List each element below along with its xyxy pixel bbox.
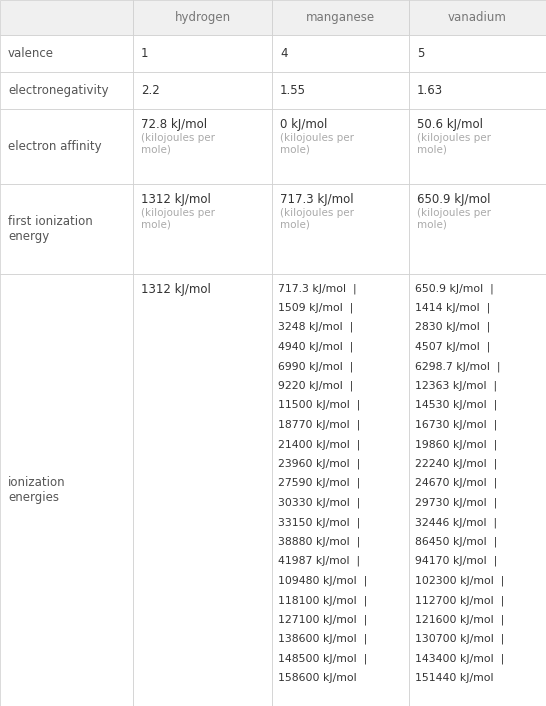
Text: (kilojoules per
mole): (kilojoules per mole) (141, 208, 215, 229)
Bar (409, 35, 546, 72)
Bar (409, 184, 546, 274)
Text: 121600 kJ/mol  |: 121600 kJ/mol | (415, 614, 505, 625)
Text: 717.3 kJ/mol: 717.3 kJ/mol (280, 193, 354, 206)
Bar (0, 184, 133, 274)
Text: 1: 1 (141, 47, 149, 60)
Text: 22240 kJ/mol  |: 22240 kJ/mol | (415, 458, 497, 469)
Text: 41987 kJ/mol  |: 41987 kJ/mol | (278, 556, 360, 566)
Text: 50.6 kJ/mol: 50.6 kJ/mol (417, 118, 483, 131)
Text: 138600 kJ/mol  |: 138600 kJ/mol | (278, 634, 367, 645)
Text: (kilojoules per
mole): (kilojoules per mole) (141, 133, 215, 155)
Text: 1.63: 1.63 (417, 84, 443, 97)
Bar (409, 274, 546, 706)
Bar (133, 184, 272, 274)
Text: electron affinity: electron affinity (8, 140, 102, 153)
Text: 2830 kJ/mol  |: 2830 kJ/mol | (415, 322, 490, 333)
Text: 24670 kJ/mol  |: 24670 kJ/mol | (415, 478, 497, 489)
Text: 1312 kJ/mol: 1312 kJ/mol (141, 283, 211, 296)
Text: 18770 kJ/mol  |: 18770 kJ/mol | (278, 419, 360, 430)
Bar (0, 0, 133, 35)
Bar (272, 109, 409, 184)
Text: 6990 kJ/mol  |: 6990 kJ/mol | (278, 361, 353, 371)
Text: vanadium: vanadium (448, 11, 507, 24)
Bar (409, 109, 546, 184)
Bar (272, 35, 409, 72)
Text: 158600 kJ/mol: 158600 kJ/mol (278, 673, 357, 683)
Text: electronegativity: electronegativity (8, 84, 109, 97)
Text: first ionization
energy: first ionization energy (8, 215, 93, 243)
Bar (272, 274, 409, 706)
Text: 151440 kJ/mol: 151440 kJ/mol (415, 673, 494, 683)
Bar (0, 35, 133, 72)
Text: 1.55: 1.55 (280, 84, 306, 97)
Text: 1414 kJ/mol  |: 1414 kJ/mol | (415, 302, 490, 313)
Text: 102300 kJ/mol  |: 102300 kJ/mol | (415, 575, 505, 586)
Bar (0, 274, 133, 706)
Text: 109480 kJ/mol  |: 109480 kJ/mol | (278, 575, 367, 586)
Text: 118100 kJ/mol  |: 118100 kJ/mol | (278, 595, 367, 606)
Text: 14530 kJ/mol  |: 14530 kJ/mol | (415, 400, 497, 410)
Text: 2.2: 2.2 (141, 84, 160, 97)
Bar (272, 184, 409, 274)
Text: 94170 kJ/mol  |: 94170 kJ/mol | (415, 556, 497, 566)
Text: 33150 kJ/mol  |: 33150 kJ/mol | (278, 517, 360, 527)
Bar (272, 72, 409, 109)
Text: (kilojoules per
mole): (kilojoules per mole) (280, 133, 354, 155)
Text: 30330 kJ/mol  |: 30330 kJ/mol | (278, 498, 360, 508)
Text: 650.9 kJ/mol: 650.9 kJ/mol (417, 193, 490, 206)
Text: 6298.7 kJ/mol  |: 6298.7 kJ/mol | (415, 361, 501, 371)
Text: 29730 kJ/mol  |: 29730 kJ/mol | (415, 498, 497, 508)
Text: 0 kJ/mol: 0 kJ/mol (280, 118, 328, 131)
Text: 127100 kJ/mol  |: 127100 kJ/mol | (278, 614, 367, 625)
Bar (133, 109, 272, 184)
Text: ionization
energies: ionization energies (8, 476, 66, 504)
Text: 12363 kJ/mol  |: 12363 kJ/mol | (415, 381, 497, 391)
Text: (kilojoules per
mole): (kilojoules per mole) (417, 208, 491, 229)
Text: 11500 kJ/mol  |: 11500 kJ/mol | (278, 400, 360, 410)
Bar (409, 0, 546, 35)
Text: 38880 kJ/mol  |: 38880 kJ/mol | (278, 537, 360, 547)
Text: (kilojoules per
mole): (kilojoules per mole) (417, 133, 491, 155)
Text: 19860 kJ/mol  |: 19860 kJ/mol | (415, 439, 497, 450)
Text: valence: valence (8, 47, 54, 60)
Text: 3248 kJ/mol  |: 3248 kJ/mol | (278, 322, 353, 333)
Text: 4: 4 (280, 47, 288, 60)
Bar (409, 72, 546, 109)
Bar (0, 109, 133, 184)
Text: 27590 kJ/mol  |: 27590 kJ/mol | (278, 478, 360, 489)
Bar (133, 35, 272, 72)
Text: 650.9 kJ/mol  |: 650.9 kJ/mol | (415, 283, 494, 294)
Text: 148500 kJ/mol  |: 148500 kJ/mol | (278, 654, 367, 664)
Text: 130700 kJ/mol  |: 130700 kJ/mol | (415, 634, 505, 645)
Text: 23960 kJ/mol  |: 23960 kJ/mol | (278, 458, 360, 469)
Text: hydrogen: hydrogen (174, 11, 230, 24)
Bar (133, 72, 272, 109)
Text: 21400 kJ/mol  |: 21400 kJ/mol | (278, 439, 360, 450)
Text: 5: 5 (417, 47, 424, 60)
Text: 72.8 kJ/mol: 72.8 kJ/mol (141, 118, 207, 131)
Bar (133, 274, 272, 706)
Text: 143400 kJ/mol  |: 143400 kJ/mol | (415, 654, 505, 664)
Text: 112700 kJ/mol  |: 112700 kJ/mol | (415, 595, 505, 606)
Bar (272, 0, 409, 35)
Text: 1312 kJ/mol: 1312 kJ/mol (141, 193, 211, 206)
Text: 9220 kJ/mol  |: 9220 kJ/mol | (278, 381, 353, 391)
Text: 86450 kJ/mol  |: 86450 kJ/mol | (415, 537, 497, 547)
Bar (0, 72, 133, 109)
Text: 717.3 kJ/mol  |: 717.3 kJ/mol | (278, 283, 357, 294)
Text: 1509 kJ/mol  |: 1509 kJ/mol | (278, 302, 353, 313)
Text: manganese: manganese (306, 11, 375, 24)
Text: 32446 kJ/mol  |: 32446 kJ/mol | (415, 517, 497, 527)
Text: 4507 kJ/mol  |: 4507 kJ/mol | (415, 342, 490, 352)
Text: 16730 kJ/mol  |: 16730 kJ/mol | (415, 419, 497, 430)
Text: (kilojoules per
mole): (kilojoules per mole) (280, 208, 354, 229)
Bar (133, 0, 272, 35)
Text: 4940 kJ/mol  |: 4940 kJ/mol | (278, 342, 353, 352)
